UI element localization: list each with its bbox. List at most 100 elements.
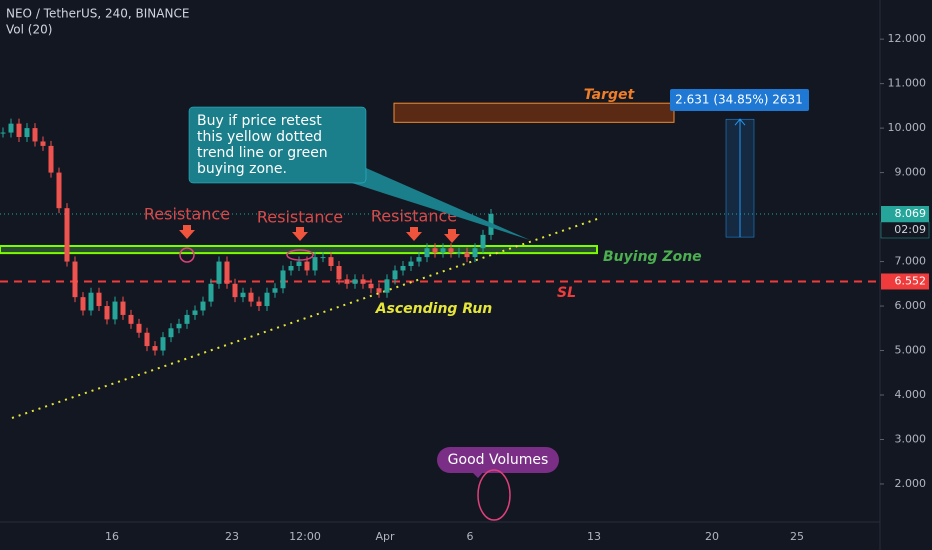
candle-body [0, 132, 6, 134]
stop-loss-label: SL [557, 285, 576, 301]
stop-loss-box [881, 273, 929, 290]
time-tick-label: 20 [705, 530, 719, 543]
price-tick-label: 7.000 [895, 255, 927, 268]
candle-body [192, 310, 198, 315]
candle-body [320, 257, 326, 259]
resistance-label: Resistance [371, 207, 457, 226]
candle-body [328, 257, 334, 267]
candle-body [56, 172, 62, 209]
highlight [286, 249, 314, 261]
time-tick-label: 13 [587, 530, 601, 543]
countdown-label: 02:09 [894, 223, 926, 236]
candle-body [272, 288, 278, 293]
candle-body [184, 314, 190, 324]
candle-body [216, 261, 222, 284]
time-tick-label: 16 [105, 530, 119, 543]
time-tick-label: 23 [225, 530, 239, 543]
note-text: Good Volumes [448, 452, 549, 468]
candle-body [312, 257, 318, 271]
candle-body [400, 266, 406, 271]
candle-body [88, 292, 94, 311]
arrow [179, 225, 195, 239]
last-price-label: 8.069 [895, 207, 927, 220]
arrow [292, 227, 308, 241]
candle-body [248, 292, 254, 302]
candle-body [144, 332, 150, 347]
candle-body [392, 270, 398, 280]
candle-body [448, 248, 454, 253]
price-tick-label: 12.000 [888, 32, 927, 45]
callout-text: trend line or green [197, 145, 328, 161]
candle-body [152, 346, 158, 351]
candle-body [240, 292, 246, 298]
candle-body [336, 266, 342, 280]
highlight [179, 247, 195, 263]
countdown-box [880, 221, 930, 239]
measure-label: 2.631 (34.85%) 2631 [675, 93, 803, 107]
candle-body [16, 123, 22, 138]
candle-body [456, 252, 462, 254]
candle-body [264, 292, 270, 307]
time-tick-label: Apr [375, 530, 395, 543]
measure-arrow-head [734, 118, 746, 126]
callout-pointer [330, 168, 530, 240]
candle-body [104, 306, 110, 320]
candle-body [136, 323, 142, 333]
trend-label: Ascending Run [375, 301, 493, 317]
candle-body [128, 314, 134, 324]
callout-box [188, 106, 367, 184]
candle-body [8, 123, 14, 133]
candle-body [304, 261, 310, 271]
indicator: Vol (20) [6, 23, 52, 37]
time-tick-label: 25 [790, 530, 804, 543]
time-tick-label: 6 [467, 530, 474, 543]
candle-body [280, 270, 286, 289]
target-zone [393, 102, 675, 123]
note-box [437, 447, 559, 473]
arrow [406, 227, 422, 241]
candle-body [224, 261, 230, 284]
candle-body [368, 283, 374, 289]
candle-body [24, 128, 30, 138]
measure-label-box [670, 89, 809, 111]
candle-body [64, 208, 70, 262]
candle-body [120, 301, 126, 315]
candle-body [32, 128, 38, 142]
callout-text: buying zone. [197, 161, 287, 177]
candle-body [168, 328, 174, 338]
candle-body [208, 283, 214, 302]
price-tick-label: 11.000 [888, 77, 927, 90]
resistance-label: Resistance [257, 208, 343, 227]
candle-body [288, 266, 294, 271]
arrow [444, 229, 460, 243]
candle-body [176, 323, 182, 329]
candle-body [344, 279, 350, 284]
stop-loss-price: 6.552 [895, 274, 927, 287]
price-tick-label: 2.000 [895, 477, 927, 490]
price-tick-label: 6.000 [895, 299, 927, 312]
candle-body [376, 288, 382, 293]
callout-text: Buy if price retest [197, 113, 322, 129]
candle-body [160, 337, 166, 351]
candle-body [384, 279, 390, 293]
candle-body [352, 279, 358, 284]
candle-body [256, 301, 262, 307]
callout-text: this yellow dotted [197, 129, 322, 145]
candle-body [360, 279, 366, 284]
price-tick-label: 5.000 [895, 344, 927, 357]
candle-body [72, 261, 78, 298]
last-price-box [881, 206, 929, 223]
buying-zone-label: Buying Zone [603, 249, 702, 265]
price-tick-label: 3.000 [895, 432, 927, 445]
price-tick-label: 9.000 [895, 166, 927, 179]
symbol: NEO / TetherUS, 240, BINANCE [6, 7, 189, 21]
time-tick-label: 12:00 [289, 530, 321, 543]
candle-body [472, 248, 478, 258]
candle-body [40, 141, 46, 146]
candle-body [416, 257, 422, 262]
candle-body [112, 301, 118, 320]
resistance-label: Resistance [144, 205, 230, 224]
candle-body [48, 145, 54, 173]
candle-body [80, 297, 86, 311]
